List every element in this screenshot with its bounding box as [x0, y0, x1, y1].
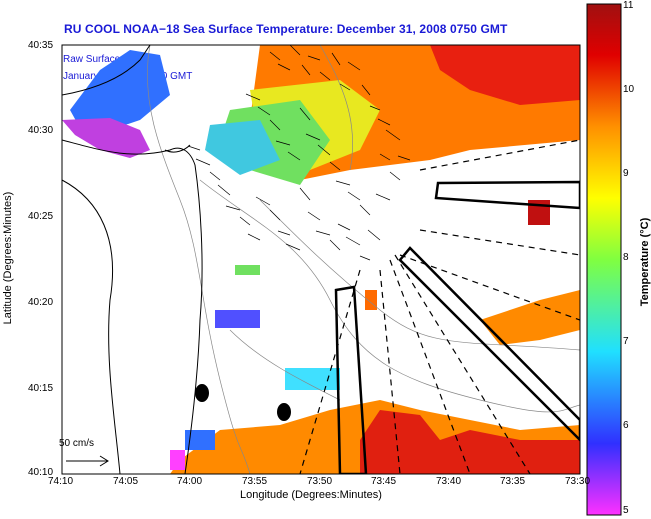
x-tick-2: 74:00 [177, 476, 203, 487]
y-axis-label: Latitude (Degrees:Minutes) [2, 191, 14, 325]
current-vectors [187, 45, 411, 261]
x-tick-4: 73:50 [307, 476, 333, 487]
x-axis-label: Longitude (Degrees:Minutes) [240, 489, 382, 501]
y-tick-4: 40:15 [28, 383, 54, 394]
station-marker-2 [277, 403, 291, 421]
x-tick-1: 74:05 [113, 476, 139, 487]
box-diagonal [398, 246, 580, 442]
sst-patch-south-red [360, 410, 580, 474]
sst-patch-south-blue [185, 430, 215, 450]
cbar-tick-10: 10 [623, 84, 635, 95]
cbar-tick-11: 11 [623, 0, 634, 11]
sst-patch-west-blue [70, 50, 170, 130]
cbar-tick-9: 9 [623, 168, 629, 179]
x-tick-8: 73:30 [565, 476, 591, 487]
x-tick-3: 73:55 [242, 476, 268, 487]
radial-lines [299, 139, 580, 474]
y-tick-3: 40:20 [28, 297, 54, 308]
y-tick-0: 40:35 [28, 40, 54, 51]
colorbar-label: Temperature (°C) [639, 217, 651, 307]
current-label: Raw Surface Current: [63, 54, 160, 65]
y-tick-5: 40:10 [28, 467, 54, 478]
cbar-tick-8: 8 [623, 252, 629, 263]
map-title: RU COOL NOAA−18 Sea Surface Temperature:… [64, 22, 508, 36]
sst-patch-mid-cyan [285, 368, 340, 390]
sst-patch-small-orange [365, 290, 377, 310]
colorbar [586, 3, 622, 516]
x-tick-6: 73:40 [436, 476, 462, 487]
scale-label: 50 cm/s [59, 438, 95, 449]
plot-border [61, 44, 581, 475]
station-marker-1 [195, 384, 209, 402]
map-data-layer [62, 45, 580, 474]
y-tick-2: 40:25 [28, 211, 54, 222]
bathymetry-contours [147, 45, 580, 474]
sst-patch-east [480, 290, 580, 345]
sst-patch-mid-green [235, 265, 260, 275]
coastline [62, 45, 203, 474]
x-tick-7: 73:35 [500, 476, 526, 487]
sst-patch-mid-blue [215, 310, 260, 328]
x-tick-0: 74:10 [48, 476, 74, 487]
sst-patch-cyan [205, 120, 280, 175]
scale-arrow [66, 455, 109, 467]
box-south [334, 285, 368, 474]
cbar-tick-7: 7 [623, 336, 629, 347]
sst-patch-west-magenta [62, 118, 150, 158]
y-tick-1: 40:30 [28, 125, 54, 136]
cbar-tick-5: 5 [623, 505, 629, 516]
transect-boxes [334, 180, 580, 474]
sst-patches [62, 45, 580, 474]
sst-patch-south-magenta [170, 450, 185, 470]
x-tick-5: 73:45 [371, 476, 397, 487]
box-east [434, 180, 580, 210]
cbar-tick-6: 6 [623, 420, 629, 431]
sst-patch-north-red [430, 45, 580, 105]
